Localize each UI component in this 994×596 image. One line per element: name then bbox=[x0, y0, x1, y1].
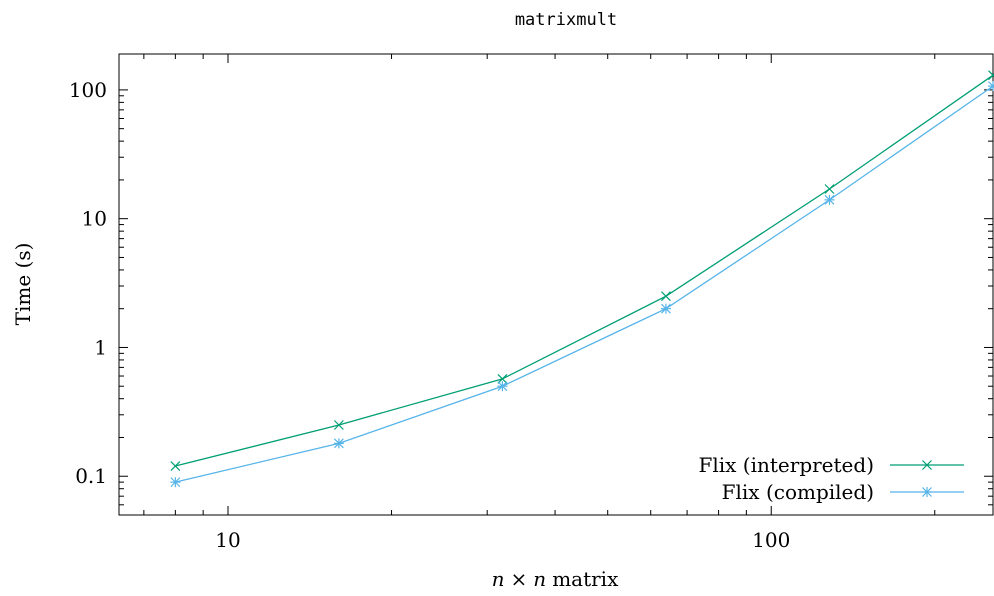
x-axis-label: n × n matrix bbox=[492, 567, 619, 591]
x-tick-label-0: 10 bbox=[215, 528, 240, 552]
series-0-point-3 bbox=[661, 291, 671, 302]
series-line-1 bbox=[175, 85, 994, 483]
x-axis-label-var-1: n bbox=[492, 567, 505, 591]
series-0-point-1 bbox=[333, 420, 344, 430]
plot-border bbox=[118, 53, 994, 516]
legend: Flix (interpreted) Flix (compiled) bbox=[699, 453, 964, 504]
series-1-point-5 bbox=[988, 81, 994, 92]
series-1-point-2 bbox=[497, 381, 508, 392]
axes-ticks: 10 100 0.1 1 10 100 bbox=[69, 54, 993, 552]
series-1-point-4 bbox=[824, 194, 835, 205]
x-axis-label-text: matrix bbox=[552, 567, 619, 591]
x-axis-label-var-2: n bbox=[533, 567, 546, 591]
legend-marker-1 bbox=[922, 487, 932, 497]
series-1-point-1 bbox=[333, 438, 344, 449]
x-tick-label-1: 100 bbox=[752, 528, 790, 552]
y-tick-label-3: 100 bbox=[69, 78, 107, 102]
series-layer bbox=[170, 70, 994, 488]
series-0-point-2 bbox=[497, 373, 508, 384]
x-axis-label-times: × bbox=[511, 567, 528, 591]
legend-label-1: Flix (compiled) bbox=[722, 480, 874, 504]
series-0-point-5 bbox=[988, 70, 994, 81]
legend-marker-0 bbox=[922, 460, 932, 470]
series-1-point-0 bbox=[170, 477, 181, 488]
series-line-0 bbox=[175, 74, 994, 467]
y-tick-label-1: 1 bbox=[94, 335, 107, 359]
series-1-point-3 bbox=[660, 303, 671, 314]
series-0-point-4 bbox=[824, 184, 835, 194]
y-axis-label: Time (s) bbox=[11, 243, 35, 326]
chart-title: matrixmult bbox=[515, 10, 617, 30]
legend-label-0: Flix (interpreted) bbox=[699, 453, 875, 477]
y-tick-label-2: 10 bbox=[82, 207, 107, 231]
y-tick-label-0: 0.1 bbox=[75, 464, 107, 488]
series-0-point-0 bbox=[170, 461, 181, 471]
